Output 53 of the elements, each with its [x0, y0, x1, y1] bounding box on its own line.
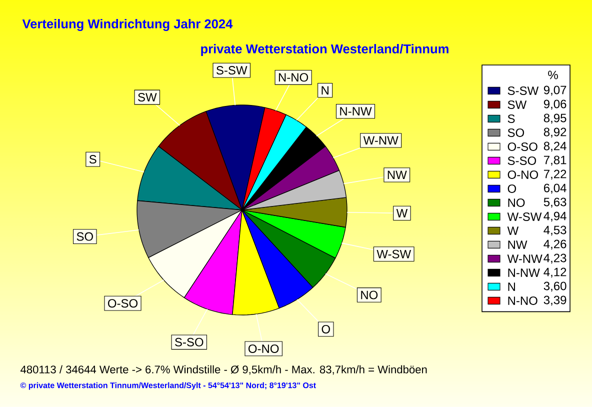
legend-label: W-SW: [507, 212, 542, 221]
legend-label: N-NW: [508, 268, 540, 277]
slice-label: S-SW: [216, 66, 248, 75]
text: © private Wetterstation Tinnum/Westerland/Sylt - 54°54'13" Nord; 8°19'13" Ost: [20, 382, 316, 390]
data-label: 4,94: [544, 212, 566, 222]
chart-subtitle: private Wetterstation Westerland/Tinnum: [201, 44, 448, 56]
legend-label: NO: [508, 198, 525, 207]
legend-label: O-SO: [508, 142, 538, 151]
data-label: 8,24: [544, 142, 566, 152]
slice-label: S-SO: [175, 338, 204, 346]
legend-label: SW: [508, 100, 527, 109]
legend-label: S-SW: [508, 86, 539, 95]
data-label: 6,04: [544, 184, 566, 194]
slice-label: S: [89, 155, 96, 164]
slice-label: W-SW: [376, 250, 412, 258]
data-label: 8,92: [544, 128, 566, 138]
data-label: 7,22: [544, 170, 566, 180]
data-label: 7,81: [544, 156, 566, 166]
slice-label: NO: [361, 290, 378, 300]
data-label: 9,06: [544, 100, 566, 110]
legend-label: S: [508, 114, 515, 123]
slice-label: NW: [388, 170, 407, 180]
legend-label: S-SO: [508, 156, 536, 165]
slice-label: O-NO: [248, 344, 279, 353]
data-label: 4,12: [544, 268, 566, 278]
slice-label: W-NW: [363, 136, 398, 145]
slice-label: SW: [138, 92, 157, 102]
legend-label: W-NW: [507, 254, 542, 263]
data-label: 3,39: [544, 296, 566, 306]
slice-label: N-NW: [340, 107, 372, 116]
data-label: 9,07: [544, 86, 566, 96]
data-label: 8,95: [544, 114, 566, 124]
data-label: 4,26: [544, 240, 566, 250]
slice-label: N: [322, 86, 328, 94]
legend-label: O: [508, 184, 516, 193]
chart-title: Verteilung Windrichtung Jahr 2024: [22, 19, 233, 31]
data-label: 5,63: [544, 198, 566, 208]
data-label: 4,53: [544, 226, 566, 236]
slice-label: W: [396, 209, 408, 218]
text: 480113 / 34644 Werte -> 6.7% Windstille - Ø 9,5km/h - Max. 83,7km/h = Windböen: [20, 365, 427, 375]
legend-label: N-NO: [508, 296, 538, 305]
slice-label: N-NO: [278, 73, 308, 82]
slice-label: O-SO: [108, 299, 138, 308]
legend-label: NW: [508, 240, 528, 249]
slice-label: O: [322, 324, 330, 334]
data-label: 3,60: [544, 282, 566, 292]
legend-label: O-NO: [508, 170, 538, 179]
slice-label: SO: [76, 232, 93, 241]
legend-label: N: [508, 282, 515, 291]
data-label: 4,23: [544, 254, 566, 264]
legend-label: SO: [508, 128, 524, 137]
legend-label: W: [507, 226, 519, 235]
legend-title: %: [548, 70, 558, 80]
